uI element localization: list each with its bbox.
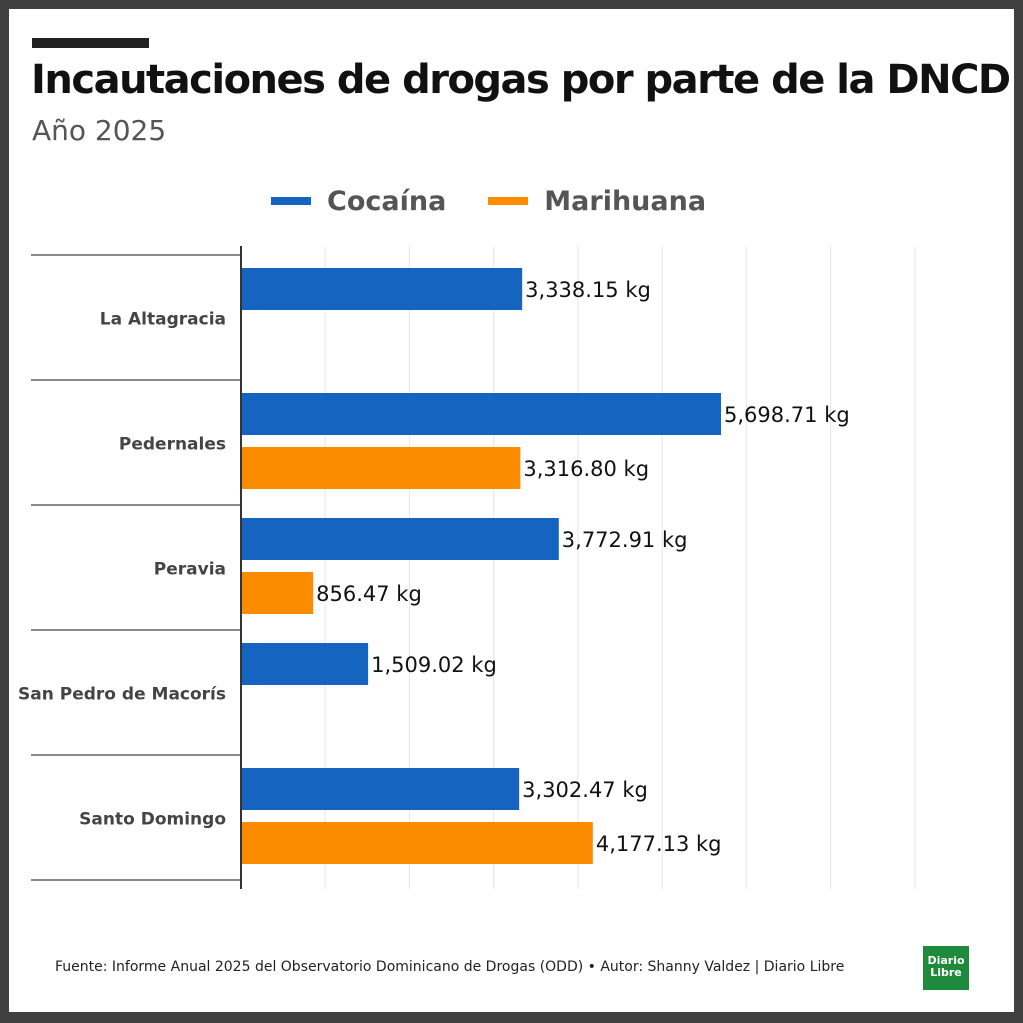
chart-title: Incautaciones de drogas por parte de la … [31, 57, 1011, 103]
data-label: 3,772.91 kg [562, 528, 688, 552]
data-label: 3,302.47 kg [522, 778, 648, 802]
legend-swatch-marihuana [488, 197, 529, 205]
diario-libre-logo: Diario Libre [923, 946, 969, 990]
bar-cocaina [241, 768, 520, 810]
category-label: San Pedro de Macorís [18, 685, 226, 705]
bar-cocaina [241, 268, 523, 310]
chart-frame: Incautaciones de drogas por parte de la … [9, 9, 1014, 1012]
source-footer: Fuente: Informe Anual 2025 del Observato… [55, 959, 845, 975]
category-label: Peravia [154, 560, 226, 580]
legend-swatch-cocaina [271, 197, 311, 205]
logo-line-2: Libre [930, 966, 962, 979]
bar-cocaina [241, 643, 369, 685]
data-label: 3,316.80 kg [523, 457, 649, 481]
data-label: 4,177.13 kg [596, 832, 722, 856]
bar-marihuana [241, 572, 314, 614]
bar-marihuana [241, 822, 593, 864]
legend-label-marihuana: Marihuana [544, 185, 707, 217]
data-label: 5,698.71 kg [724, 403, 850, 427]
data-label: 1,509.02 kg [371, 653, 497, 677]
bar-cocaina [241, 518, 559, 560]
category-label: La Altagracia [100, 310, 226, 330]
category-label: Pedernales [119, 435, 226, 455]
bar-cocaina [241, 393, 721, 435]
legend-item-cocaina: Cocaína [271, 186, 446, 217]
data-label: 3,338.15 kg [525, 278, 651, 302]
legend-label-cocaina: Cocaína [327, 185, 447, 217]
bar-chart: La Altagracia Pedernales Peravia San Pedro … [18, 246, 916, 889]
legend-item-marihuana: Marihuana [488, 186, 706, 217]
chart-subtitle: Año 2025 [32, 114, 167, 147]
data-label: 856.47 kg [316, 582, 422, 606]
logo-line-1: Diario [927, 954, 965, 967]
title-accent-bar [32, 38, 149, 48]
bar-marihuana [241, 447, 521, 489]
legend: Cocaína Marihuana [271, 181, 748, 221]
category-label: Santo Domingo [79, 810, 226, 830]
